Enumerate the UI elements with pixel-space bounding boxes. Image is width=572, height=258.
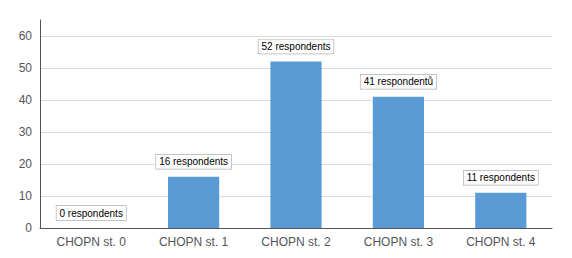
svg-text:CHOPN st. 2: CHOPN st. 2 xyxy=(261,235,331,249)
svg-text:41 respondentů: 41 respondentů xyxy=(364,76,434,87)
svg-text:CHOPN st. 4: CHOPN st. 4 xyxy=(466,235,536,249)
svg-text:0: 0 xyxy=(25,221,32,235)
svg-text:52 respondents: 52 respondents xyxy=(262,41,331,52)
svg-text:CHOPN st. 3: CHOPN st. 3 xyxy=(364,235,434,249)
svg-text:40: 40 xyxy=(19,93,33,107)
svg-text:30: 30 xyxy=(19,125,33,139)
svg-text:16 respondents: 16 respondents xyxy=(159,156,228,167)
svg-text:CHOPN st. 1: CHOPN st. 1 xyxy=(159,235,229,249)
svg-text:20: 20 xyxy=(19,157,33,171)
svg-text:10: 10 xyxy=(19,189,33,203)
svg-text:11 respondents: 11 respondents xyxy=(467,172,535,183)
svg-text:50: 50 xyxy=(19,61,33,75)
svg-text:0 respondents: 0 respondents xyxy=(60,208,123,219)
svg-text:CHOPN st. 0: CHOPN st. 0 xyxy=(57,235,127,249)
svg-text:60: 60 xyxy=(19,29,33,43)
